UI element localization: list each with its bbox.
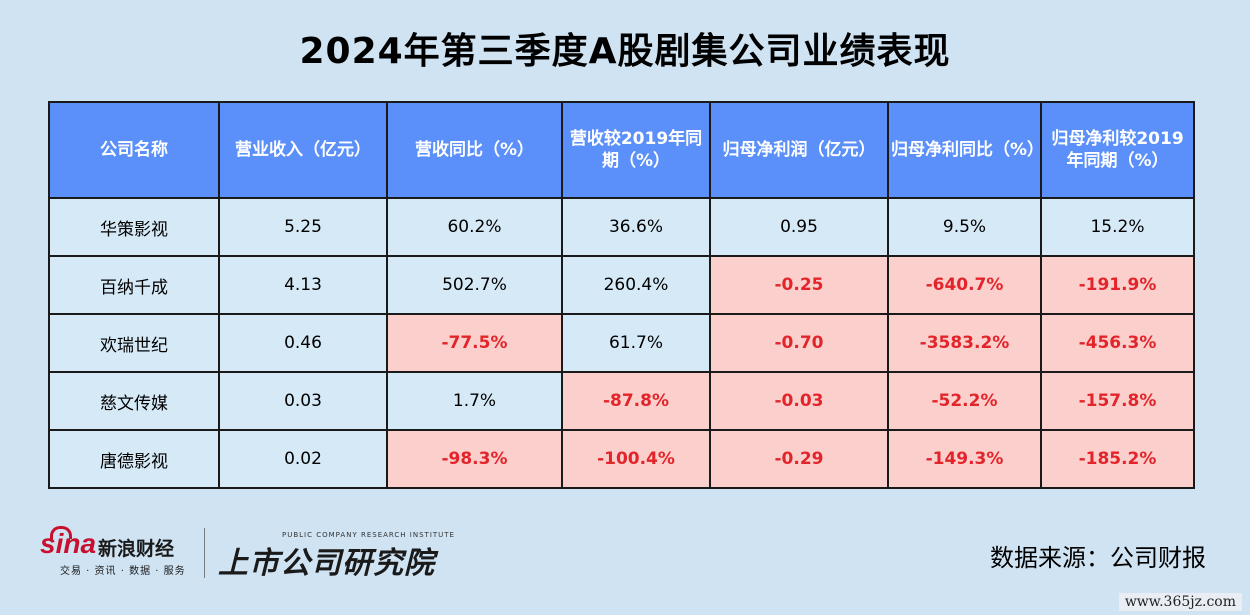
table-body: 华策影视 5.25 60.2% 36.6% 0.95 9.5% 15.2% 百纳千成 4.13 5… (48, 197, 1195, 489)
header-revenue-vs-2019: 营收较2019年同期（%） (561, 101, 711, 199)
cell-revenue-vs-2019: 61.7% (561, 313, 711, 373)
header-revenue: 营业收入（亿元） (218, 101, 388, 199)
cell-net-profit-vs-2019: -456.3% (1040, 313, 1195, 373)
page-title: 2024年第三季度A股剧集公司业绩表现 (299, 31, 951, 72)
cell-revenue-yoy: 60.2% (386, 197, 563, 257)
data-source-note: 数据来源：公司财报 (990, 544, 1206, 572)
cell-net-profit-vs-2019: 15.2% (1040, 197, 1195, 257)
cell-company-name: 欢瑞世纪 (48, 313, 220, 373)
institute-english-name: PUBLIC COMPANY RESEARCH INSTITUTE (282, 531, 455, 539)
cell-net-profit: -0.03 (709, 371, 889, 431)
cell-revenue-yoy: -77.5% (386, 313, 563, 373)
watermark: www.365jz.com (1118, 593, 1242, 611)
sina-finance-logo: sina 新浪财经 交易 · 资讯 · 数据 · 服务 (40, 526, 200, 578)
cell-revenue-vs-2019: -87.8% (561, 371, 711, 431)
table-row: 华策影视 5.25 60.2% 36.6% 0.95 9.5% 15.2% (48, 197, 1195, 257)
cell-revenue-vs-2019: -100.4% (561, 429, 711, 489)
cell-net-profit-yoy: -52.2% (887, 371, 1042, 431)
header-revenue-yoy: 营收同比（%） (386, 101, 563, 199)
cell-revenue: 0.03 (218, 371, 388, 431)
cell-revenue-yoy: -98.3% (386, 429, 563, 489)
cell-company-name: 唐德影视 (48, 429, 220, 489)
cell-net-profit-yoy: -149.3% (887, 429, 1042, 489)
cell-revenue: 5.25 (218, 197, 388, 257)
cell-net-profit-yoy: -640.7% (887, 255, 1042, 315)
cell-revenue: 0.02 (218, 429, 388, 489)
footer-divider (204, 528, 205, 578)
table-row: 百纳千成 4.13 502.7% 260.4% -0.25 -640.7% -191.9% (48, 255, 1195, 315)
cell-net-profit-yoy: -3583.2% (887, 313, 1042, 373)
table-row: 慈文传媒 0.03 1.7% -87.8% -0.03 -52.2% -157.8% (48, 371, 1195, 431)
institute-logo: 上市公司研究院 (218, 546, 435, 581)
header-net-profit-vs-2019: 归母净利较2019年同期（%） (1040, 101, 1195, 199)
sina-finance-name: 新浪财经 (98, 538, 175, 560)
cell-net-profit-vs-2019: -185.2% (1040, 429, 1195, 489)
sina-finance-tagline: 交易 · 资讯 · 数据 · 服务 (60, 566, 186, 577)
cell-net-profit: -0.29 (709, 429, 889, 489)
table-row: 唐德影视 0.02 -98.3% -100.4% -0.29 -149.3% -185.2% (48, 429, 1195, 489)
cell-revenue-yoy: 502.7% (386, 255, 563, 315)
cell-net-profit-yoy: 9.5% (887, 197, 1042, 257)
table-header-row: 公司名称 营业收入（亿元） 营收同比（%） 营收较2019年同期（%） 归母净利… (48, 101, 1195, 199)
cell-net-profit: -0.25 (709, 255, 889, 315)
cell-revenue: 4.13 (218, 255, 388, 315)
cell-revenue-vs-2019: 260.4% (561, 255, 711, 315)
performance-table: 公司名称 营业收入（亿元） 营收同比（%） 营收较2019年同期（%） 归母净利… (48, 101, 1195, 489)
cell-net-profit-vs-2019: -157.8% (1040, 371, 1195, 431)
cell-revenue: 0.46 (218, 313, 388, 373)
header-company-name: 公司名称 (48, 101, 220, 199)
cell-company-name: 华策影视 (48, 197, 220, 257)
header-net-profit-yoy: 归母净利同比（%） (887, 101, 1044, 199)
sina-logo-text: sina (40, 528, 97, 559)
cell-revenue-vs-2019: 36.6% (561, 197, 711, 257)
table-row: 欢瑞世纪 0.46 -77.5% 61.7% -0.70 -3583.2% -456.3% (48, 313, 1195, 373)
cell-company-name: 慈文传媒 (48, 371, 220, 431)
cell-net-profit: -0.70 (709, 313, 889, 373)
cell-company-name: 百纳千成 (48, 255, 220, 315)
sina-eye-icon (50, 526, 72, 539)
cell-net-profit: 0.95 (709, 197, 889, 257)
header-net-profit: 归母净利润（亿元） (709, 101, 889, 199)
cell-net-profit-vs-2019: -191.9% (1040, 255, 1195, 315)
cell-revenue-yoy: 1.7% (386, 371, 563, 431)
